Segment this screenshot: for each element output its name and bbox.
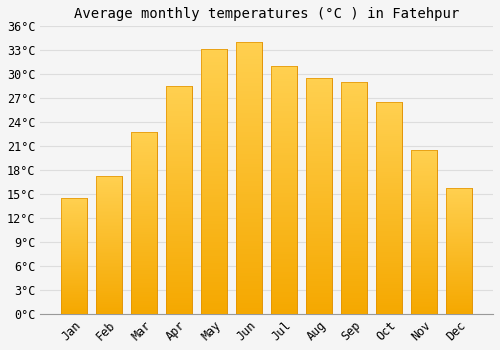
Bar <box>236 42 262 314</box>
Bar <box>61 198 87 314</box>
Bar <box>166 86 192 314</box>
Bar <box>306 78 332 314</box>
Bar <box>236 42 262 314</box>
Bar <box>341 82 367 314</box>
Bar <box>131 132 157 314</box>
Title: Average monthly temperatures (°C ) in Fatehpur: Average monthly temperatures (°C ) in Fa… <box>74 7 460 21</box>
Bar <box>131 132 157 314</box>
Bar <box>376 102 402 314</box>
Bar <box>306 78 332 314</box>
Bar <box>446 188 472 314</box>
Bar <box>271 66 297 314</box>
Bar <box>201 49 228 314</box>
Bar <box>96 176 122 314</box>
Bar <box>341 82 367 314</box>
Bar <box>271 66 297 314</box>
Bar <box>376 102 402 314</box>
Bar <box>411 150 438 314</box>
Bar <box>61 198 87 314</box>
Bar <box>96 176 122 314</box>
Bar <box>166 86 192 314</box>
Bar <box>446 188 472 314</box>
Bar <box>411 150 438 314</box>
Bar <box>201 49 228 314</box>
